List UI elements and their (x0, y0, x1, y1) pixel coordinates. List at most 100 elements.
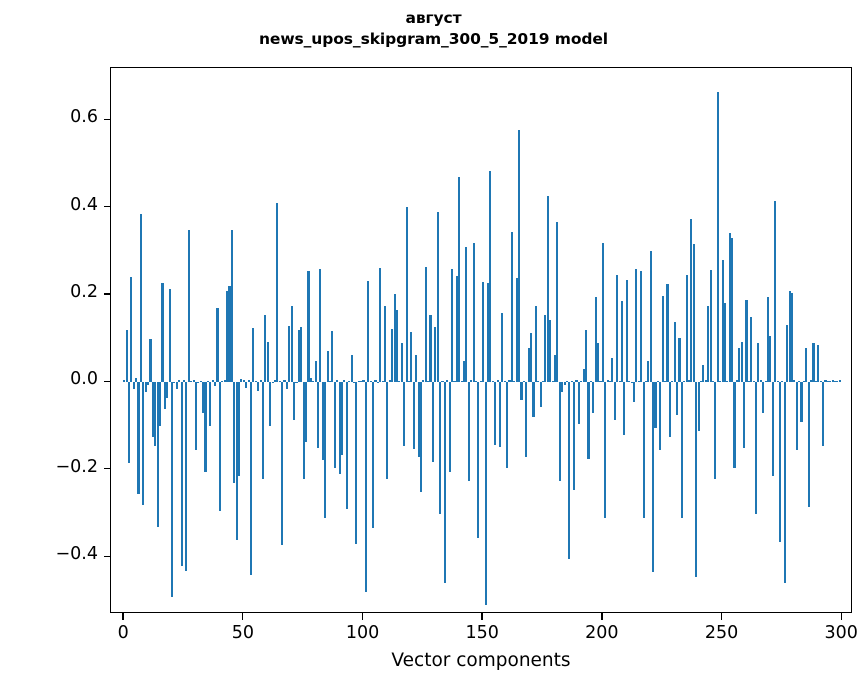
bar (209, 382, 212, 427)
bar (632, 382, 636, 403)
bar (290, 306, 293, 383)
bar (479, 381, 482, 383)
bar (831, 380, 834, 383)
bar (135, 378, 138, 383)
bar (336, 379, 339, 383)
bar (230, 230, 233, 383)
bar (534, 305, 537, 383)
bar (652, 382, 655, 573)
bar (786, 325, 789, 383)
bar (522, 380, 525, 383)
bar (465, 247, 468, 383)
bar (161, 282, 164, 383)
chart-title-line-2: news_upos_skipgram_300_5_2019 model (258, 30, 609, 48)
bar (802, 381, 805, 383)
bar (740, 341, 743, 383)
bar (580, 380, 583, 383)
bar (527, 347, 530, 383)
bar (245, 382, 248, 389)
bar (199, 381, 202, 383)
bar (798, 380, 801, 383)
bar (300, 327, 303, 383)
bar (266, 341, 269, 383)
bar (343, 380, 346, 383)
bar (774, 201, 777, 383)
y-tick-mark (103, 206, 110, 208)
bar (166, 382, 169, 398)
bar (154, 382, 157, 446)
bar (185, 382, 188, 572)
bar (587, 382, 590, 459)
bar (302, 382, 305, 479)
bar (764, 380, 767, 383)
bar (259, 380, 262, 383)
bar (417, 382, 420, 457)
bar (573, 382, 576, 491)
bar (419, 382, 422, 492)
bar (582, 368, 585, 383)
bar (470, 380, 473, 383)
bar (202, 382, 205, 414)
bar (271, 381, 274, 383)
bar (747, 380, 750, 383)
bar (350, 355, 353, 383)
bar (324, 382, 327, 518)
bar (384, 306, 387, 383)
bar (771, 382, 774, 477)
bar (283, 380, 286, 383)
x-tick-mark (242, 613, 244, 620)
bar (405, 207, 408, 383)
bar (326, 351, 329, 383)
bar (781, 381, 784, 383)
bar (226, 290, 229, 383)
bar (125, 330, 128, 383)
bar (790, 292, 793, 383)
x-tick-label: 150 (465, 623, 499, 643)
bar (518, 130, 521, 383)
bar (462, 360, 466, 383)
bar (606, 379, 609, 383)
bar (149, 338, 152, 383)
bar (561, 382, 564, 393)
bar (362, 380, 365, 383)
bar (678, 337, 681, 383)
bar (482, 282, 485, 383)
bar (307, 271, 310, 383)
bar (381, 380, 384, 383)
bar (422, 380, 425, 383)
bar (628, 380, 631, 383)
bar (666, 283, 669, 383)
bar (601, 243, 604, 383)
bar (680, 382, 683, 518)
y-tick-mark (103, 555, 110, 557)
bar (170, 382, 174, 597)
bar (738, 348, 741, 383)
bar (525, 382, 528, 457)
bar (254, 380, 257, 383)
bar (661, 296, 664, 383)
bar (807, 382, 810, 507)
bar (281, 382, 284, 546)
bar (333, 382, 336, 468)
bar (506, 382, 509, 468)
bar (477, 382, 480, 538)
bar (654, 382, 657, 429)
bar (546, 195, 549, 383)
bar (640, 271, 643, 383)
bar (537, 381, 540, 383)
bar (599, 380, 602, 383)
bar (716, 92, 719, 383)
bar (699, 380, 703, 383)
bar (424, 266, 427, 383)
bar (355, 382, 358, 545)
bar (752, 381, 755, 383)
bar (388, 380, 391, 383)
x-tick-label: 50 (231, 623, 254, 643)
chart-title: август news_upos_skipgram_300_5_2019 mod… (0, 8, 867, 50)
bar (156, 382, 159, 527)
y-tick-label: −0.4 (55, 544, 99, 565)
bar (261, 382, 265, 479)
bar (805, 347, 808, 383)
bar (221, 380, 224, 383)
bar (374, 380, 377, 383)
